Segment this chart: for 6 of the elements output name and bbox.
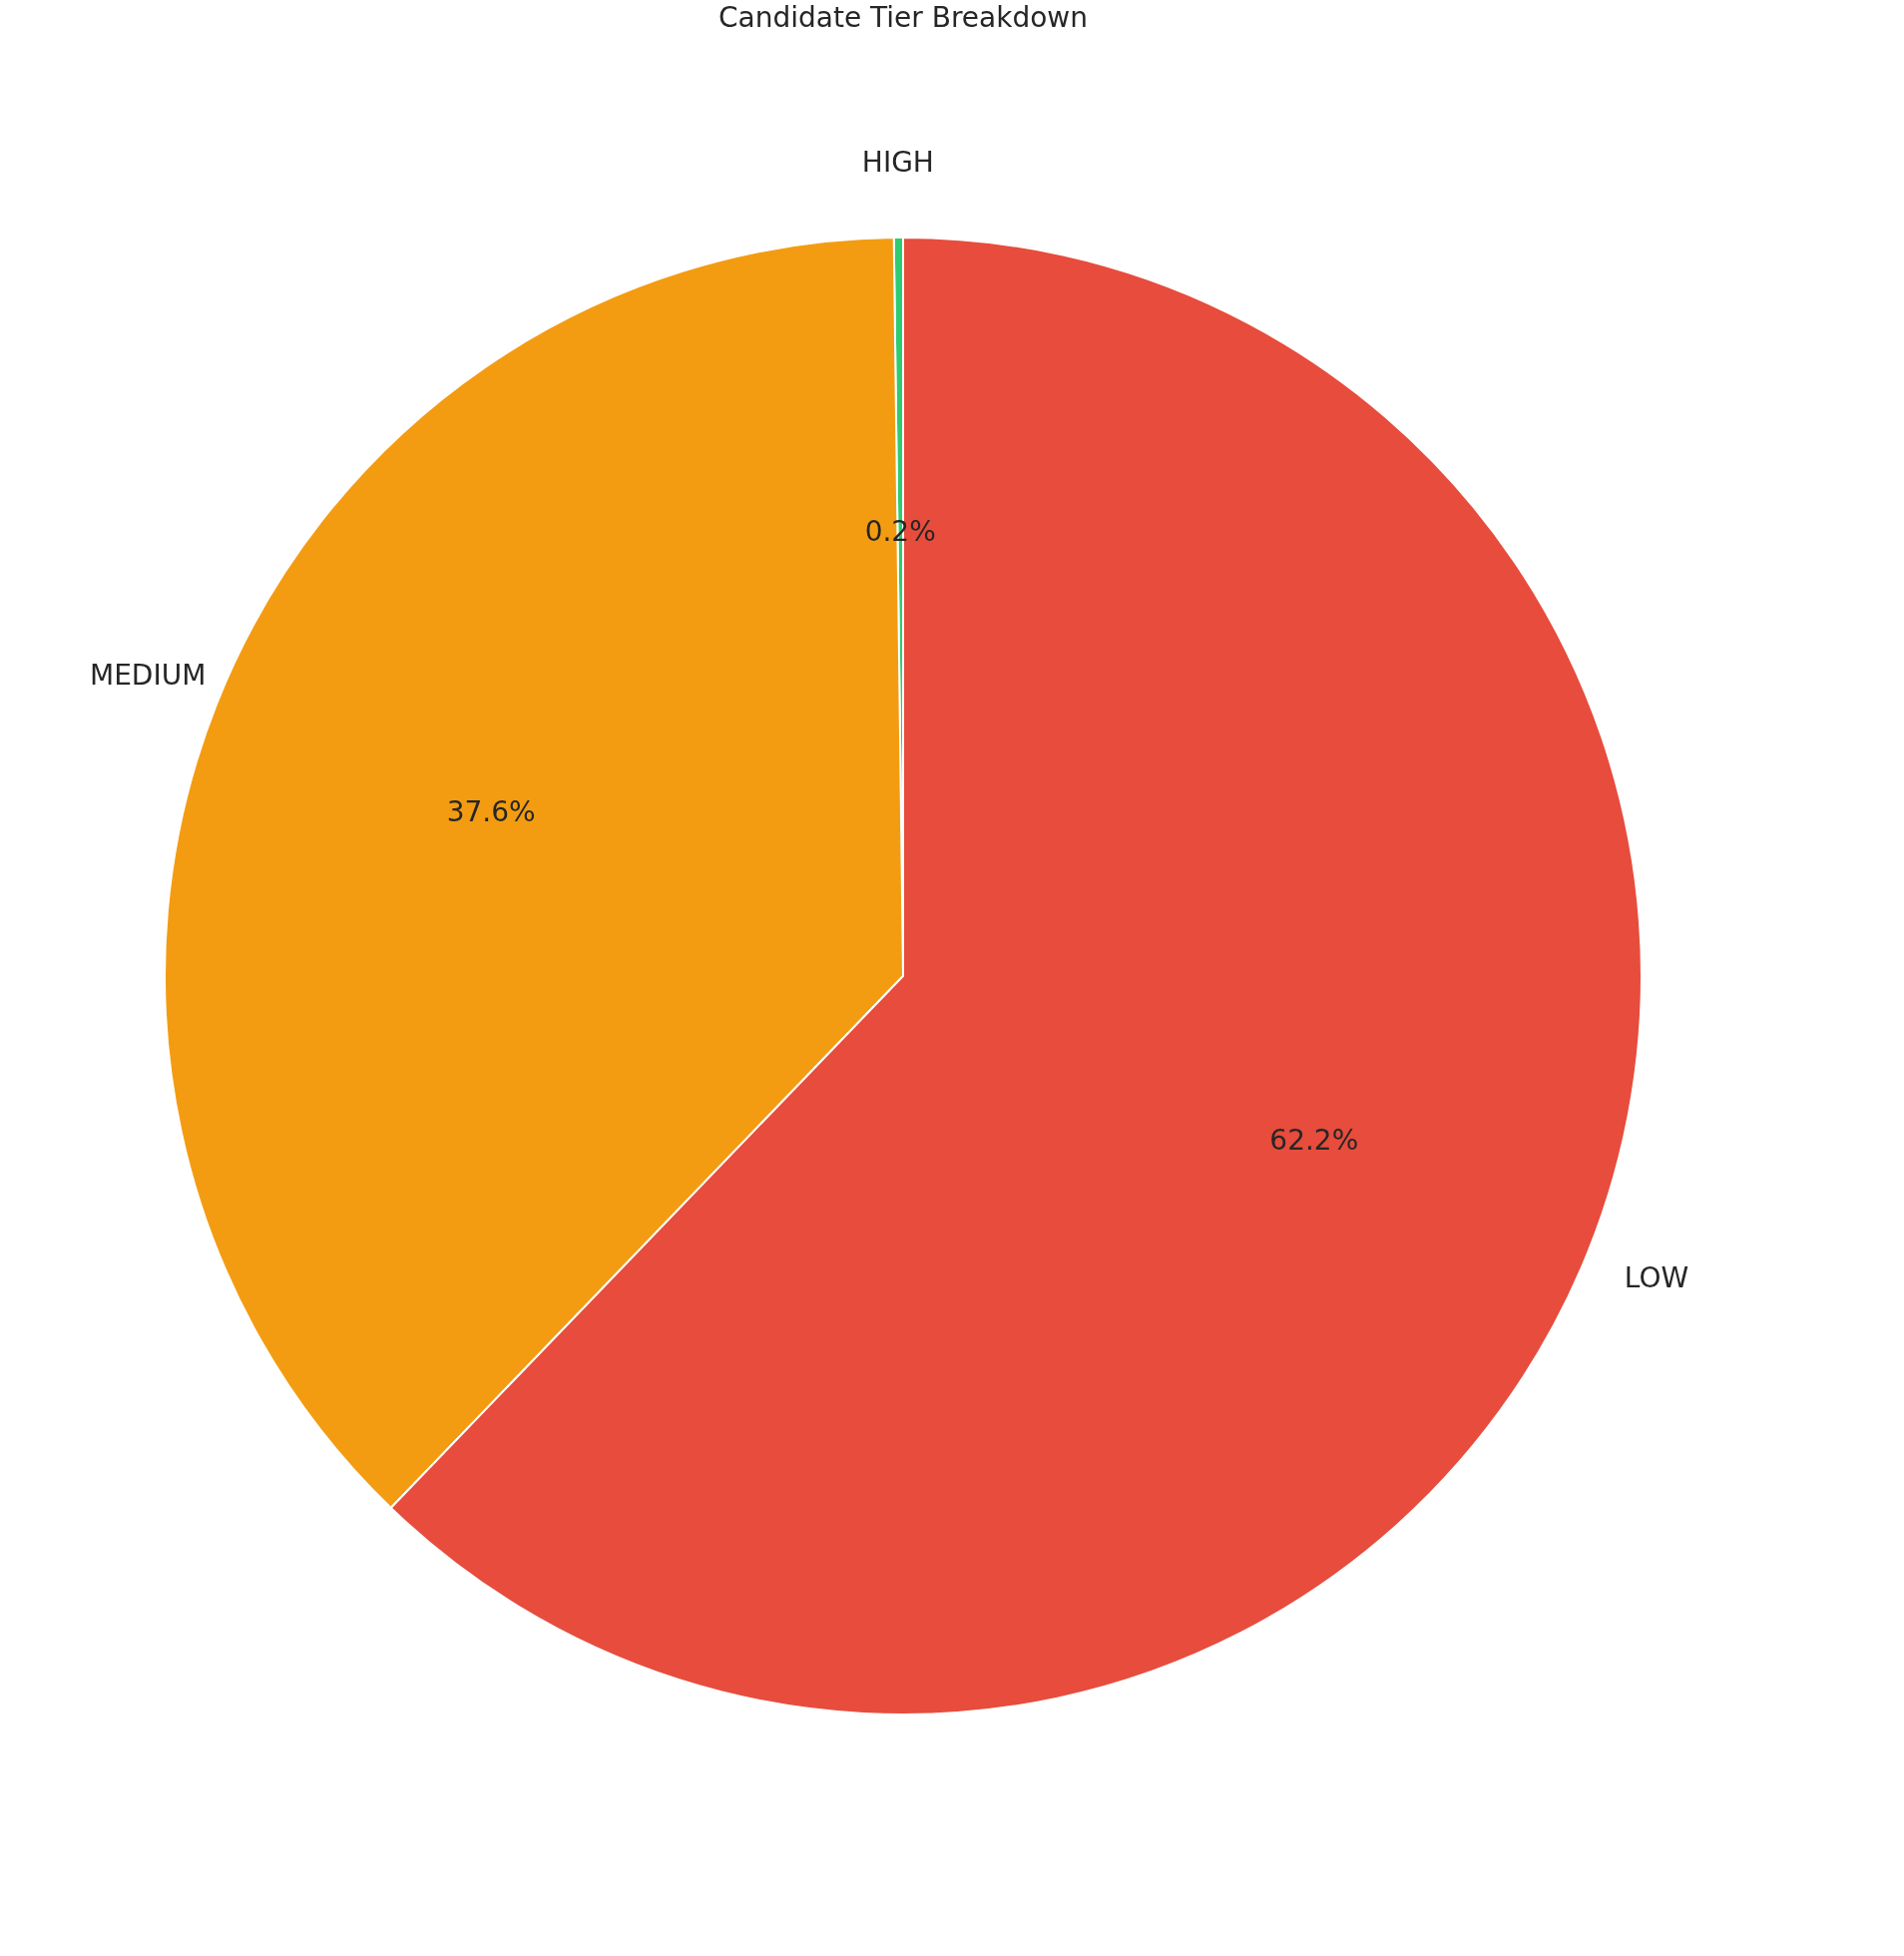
slice-label: HIGH	[861, 146, 934, 180]
slice-label: MEDIUM	[90, 659, 207, 693]
chart-title: Candidate Tier Breakdown	[718, 1, 1088, 34]
slice-label: LOW	[1624, 1261, 1689, 1295]
data-label: 37.6%	[446, 794, 536, 828]
data-label: 62.2%	[1269, 1124, 1359, 1158]
